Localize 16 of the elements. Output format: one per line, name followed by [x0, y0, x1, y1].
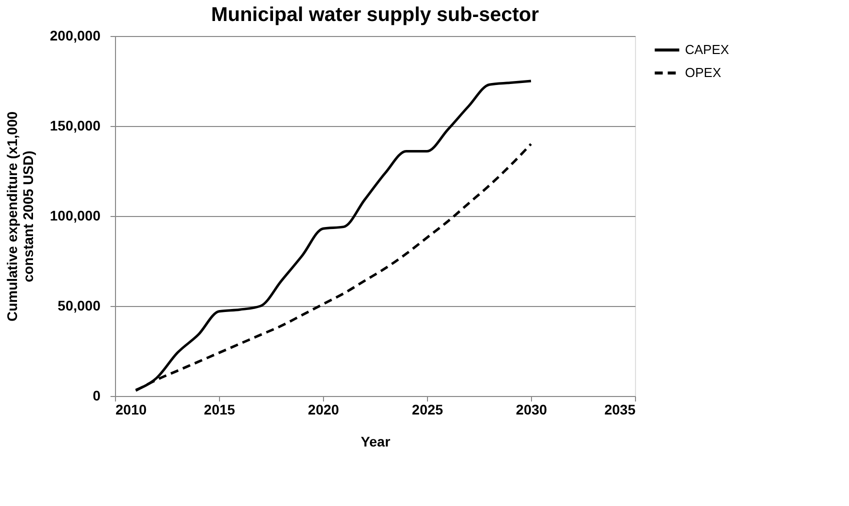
y-tick-label: 100,000 — [50, 208, 101, 224]
y-tick-label: 0 — [92, 388, 101, 404]
x-tick-label: 2035 — [604, 402, 636, 418]
x-tick-label: 2020 — [308, 402, 340, 418]
y-tick-label: 200,000 — [50, 28, 101, 44]
legend-label: OPEX — [685, 65, 722, 80]
x-tick-label: 2015 — [204, 402, 236, 418]
y-axis-title: Cumulative expenditure (x1,000 constant 2005 USD) — [4, 111, 36, 322]
chart-title: Municipal water supply sub-sector — [211, 4, 540, 26]
legend-label: CAPEX — [685, 42, 730, 57]
x-tick-label: 2025 — [412, 402, 444, 418]
x-tick-label: 2010 — [116, 402, 147, 418]
x-tick-label: 2030 — [516, 402, 548, 418]
y-tick-label: 50,000 — [58, 298, 101, 314]
x-axis-title: Year — [360, 434, 391, 450]
y-tick-label: 150,000 — [50, 118, 101, 134]
